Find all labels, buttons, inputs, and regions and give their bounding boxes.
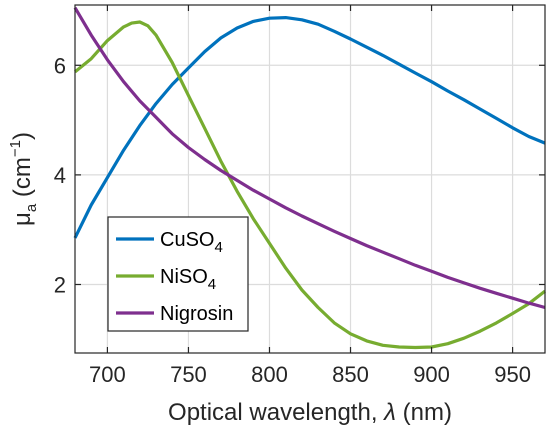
y-axis-label-sub: a — [23, 203, 40, 212]
x-tick-label: 950 — [494, 362, 531, 387]
legend-label-sub: 4 — [208, 276, 216, 293]
series-line-nigrosin — [73, 6, 546, 310]
series-line-cuso4 — [73, 16, 546, 239]
x-axis-label-main: Optical wavelength, — [168, 399, 384, 426]
legend-label-cuso4: CuSO4 — [160, 229, 223, 256]
ticks: 700 750 800 850 900 950 2 4 6 — [54, 5, 545, 387]
plot-frame — [74, 4, 546, 354]
x-axis-label-unit: (nm) — [396, 399, 452, 426]
y-tick-label: 2 — [54, 272, 66, 297]
y-axis-label: μa (cm−1) — [7, 132, 40, 226]
x-tick-label: 850 — [332, 362, 369, 387]
x-tick-label: 750 — [170, 362, 207, 387]
x-tick-label: 900 — [413, 362, 450, 387]
legend-label-nigrosin: Nigrosin — [160, 303, 233, 325]
series-layer — [73, 6, 546, 350]
legend-label-main: CuSO — [160, 229, 214, 251]
series-line-niso4 — [73, 20, 546, 350]
legend-label-main: Nigrosin — [160, 303, 233, 325]
x-tick-label: 700 — [89, 362, 126, 387]
x-axis-label: Optical wavelength, λ (nm) — [168, 399, 452, 426]
x-tick-label: 800 — [251, 362, 288, 387]
legend-label-main: NiSO — [160, 266, 208, 288]
legend-label-sub: 4 — [214, 239, 222, 256]
y-axis-label-unit-close: ) — [9, 132, 36, 140]
y-axis-label-main: μ — [9, 212, 36, 226]
y-tick-label: 6 — [54, 53, 66, 78]
y-axis-label-unit-sup: −1 — [7, 140, 24, 157]
y-axis-label-unit-open: (cm — [9, 157, 36, 204]
legend-label-niso4: NiSO4 — [160, 266, 216, 293]
x-axis-label-symbol: λ — [382, 399, 396, 426]
y-tick-label: 4 — [54, 163, 66, 188]
